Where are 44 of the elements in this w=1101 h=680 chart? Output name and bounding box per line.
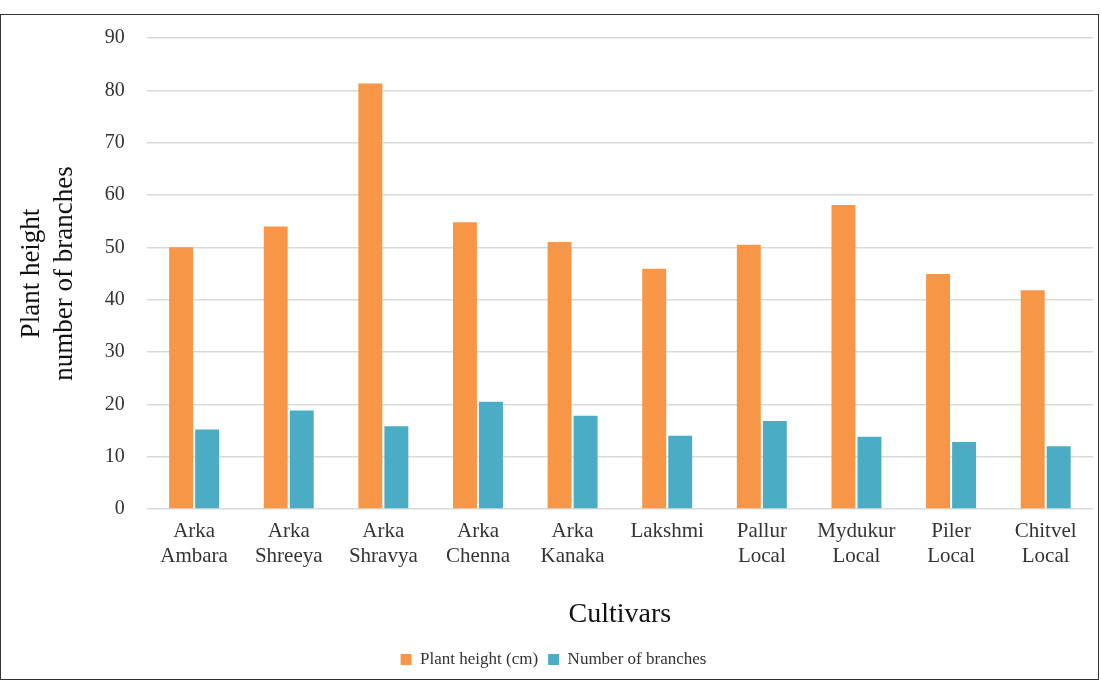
bar [831,204,856,509]
y-tick-label: 0 [114,496,125,519]
bar [736,244,761,509]
bar [1046,446,1071,509]
x-tick-label: Pallur Local [736,518,787,568]
bar [452,222,477,509]
bar [384,426,409,509]
y-axis-title: Plant height number of branches [15,166,78,381]
bar [195,429,220,509]
x-tick-label: Chitvel Local [1014,518,1077,568]
y-tick-label: 50 [104,234,125,257]
bar [169,247,194,509]
x-tick-label: Arka Chenna [445,518,511,568]
y-tick-label: 70 [104,129,125,152]
y-tick-label: 20 [104,391,125,414]
x-tick-label: Arka Kanaka [540,518,606,568]
x-tick-label: Lakshmi [630,518,705,543]
x-tick-label: Piler Local [927,518,976,568]
bar [289,410,314,509]
bar [668,435,693,509]
bar [857,436,882,509]
y-tick-label: 10 [104,443,125,466]
y-tick-label: 40 [104,286,125,309]
bar [358,83,383,509]
y-tick-label: 90 [104,25,125,48]
y-tick-label: 60 [104,182,125,205]
bar [762,421,787,509]
bar [952,442,977,509]
bar [926,274,951,509]
legend-label: Plant height (cm) [420,648,539,668]
x-tick-label: Arka Shreeya [254,518,324,568]
y-tick-label: 80 [104,77,125,100]
bar [547,242,572,509]
x-axis-title: Cultivars [568,596,672,628]
x-tick-label: Mydukur Local [817,518,896,568]
bar [479,401,503,509]
bar [642,268,667,509]
legend-label: Number of branches [567,648,707,668]
y-tick-label: 30 [104,339,125,362]
bar [573,415,598,509]
x-tick-label: Arka Ambara [160,518,229,568]
bar [263,226,288,509]
x-tick-label: Arka Shravya [348,518,419,568]
bar [1020,290,1045,509]
